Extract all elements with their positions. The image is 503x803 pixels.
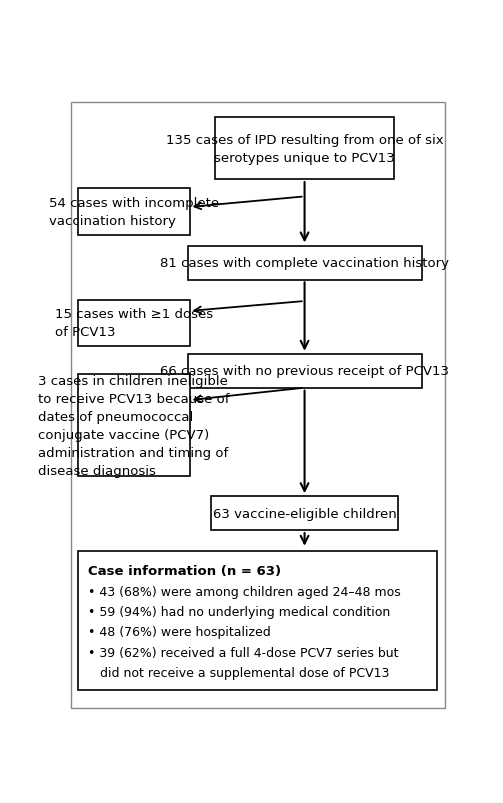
Text: • 39 (62%) received a full 4-dose PCV7 series but: • 39 (62%) received a full 4-dose PCV7 s…: [88, 646, 399, 659]
Text: 135 cases of IPD resulting from one of six
serotypes unique to PCV13: 135 cases of IPD resulting from one of s…: [166, 133, 443, 165]
Text: 81 cases with complete vaccination history: 81 cases with complete vaccination histo…: [160, 257, 449, 270]
Text: • 48 (76%) were hospitalized: • 48 (76%) were hospitalized: [88, 626, 271, 638]
Text: did not receive a supplemental dose of PCV13: did not receive a supplemental dose of P…: [88, 666, 390, 679]
Text: • 59 (94%) had no underlying medical condition: • 59 (94%) had no underlying medical con…: [88, 605, 390, 618]
Text: • 43 (68%) were among children aged 24–48 mos: • 43 (68%) were among children aged 24–4…: [88, 585, 401, 597]
Bar: [215, 118, 394, 180]
Text: 63 vaccine-eligible children: 63 vaccine-eligible children: [213, 507, 396, 520]
Bar: [78, 190, 190, 235]
Bar: [188, 354, 422, 389]
Bar: [78, 551, 437, 690]
Bar: [78, 300, 190, 347]
Bar: [188, 247, 422, 280]
Bar: [78, 374, 190, 477]
Text: 54 cases with incomplete
vaccination history: 54 cases with incomplete vaccination his…: [49, 197, 219, 228]
Text: 3 cases in children ineligible
to receive PCV13 because of
dates of pneumococcal: 3 cases in children ineligible to receiv…: [38, 374, 230, 477]
Text: 15 cases with ≥1 doses
of PCV13: 15 cases with ≥1 doses of PCV13: [55, 308, 213, 339]
Text: 66 cases with no previous receipt of PCV13: 66 cases with no previous receipt of PCV…: [160, 365, 449, 378]
Bar: [211, 497, 398, 531]
Text: Case information (n = 63): Case information (n = 63): [88, 565, 281, 577]
